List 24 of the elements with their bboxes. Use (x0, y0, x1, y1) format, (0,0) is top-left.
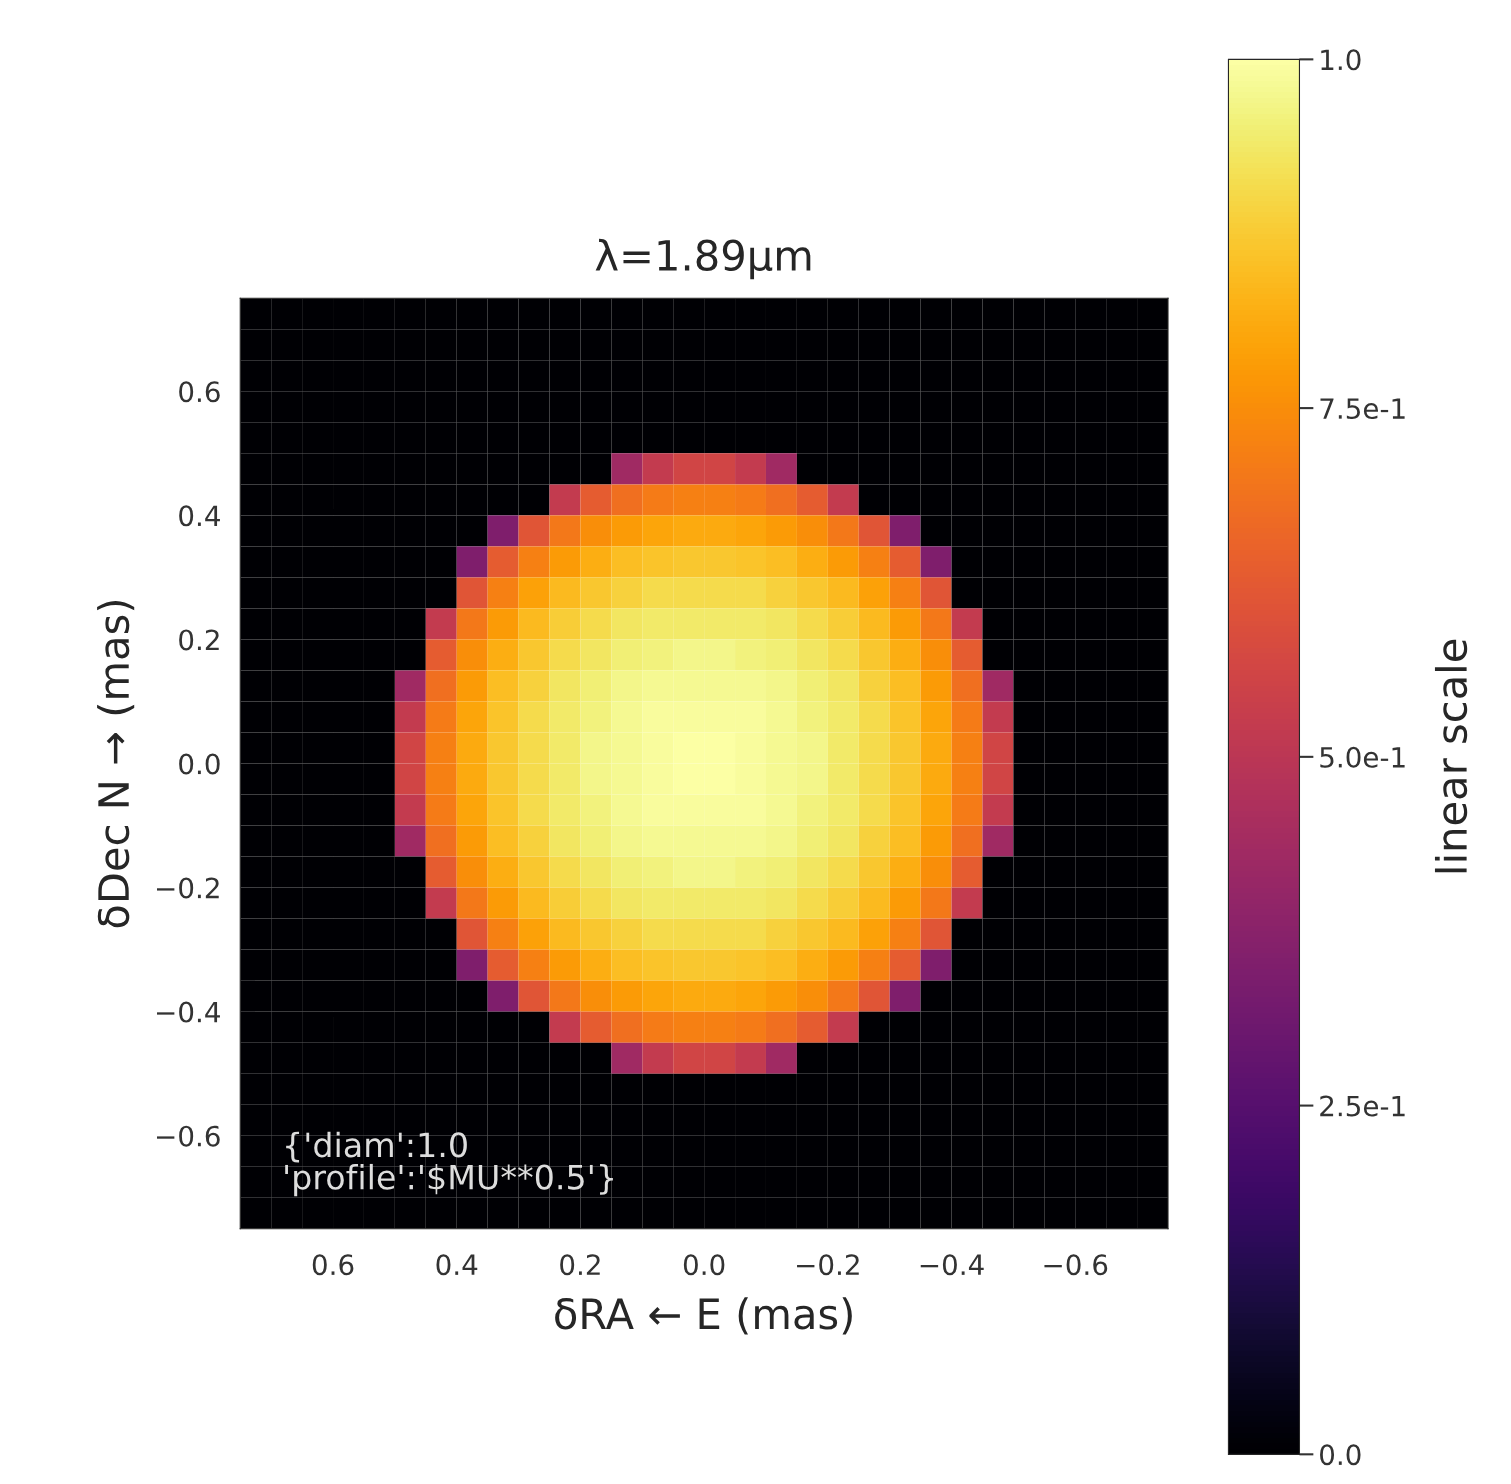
x-tick-label: 0.2 (560, 1254, 600, 1276)
x-tick-label: −0.2 (797, 1254, 859, 1276)
annotation: {'diam':1.0 'profile':'$MU**0.5'} (285, 1131, 613, 1197)
y-axis-title: δDec N → (mas) (97, 600, 135, 928)
chart-title: λ=1.89μm (595, 238, 811, 280)
x-tick-label: −0.4 (920, 1254, 984, 1276)
y-tick-label: −0.6 (156, 1125, 220, 1147)
color-bar-label: 0.0 (1320, 1444, 1361, 1466)
x-tick-label: 0.4 (436, 1254, 478, 1276)
y-tick-label: −0.4 (156, 1001, 220, 1023)
color-bar-label: 7.5e-1 (1320, 398, 1405, 420)
y-tick-label: 0.4 (179, 505, 220, 527)
y-tick-label: −0.2 (156, 877, 219, 899)
x-tick-label: 0.6 (312, 1254, 354, 1276)
y-tick-label: 0.6 (179, 381, 220, 403)
color-bar-label: 2.5e-1 (1320, 1095, 1405, 1117)
x-tick-label: 0.0 (683, 1254, 725, 1276)
x-tick-label: −0.6 (1044, 1254, 1108, 1276)
x-axis-title: δRA ← E (mas) (555, 1297, 852, 1335)
color-bar-label: 1.0 (1321, 49, 1361, 71)
y-tick-label: 0.2 (179, 629, 219, 651)
color-bar-title: linear scale (1434, 639, 1468, 873)
color-bar-label: 5.0e-1 (1320, 746, 1405, 768)
y-tick-label: 0.0 (179, 753, 220, 775)
